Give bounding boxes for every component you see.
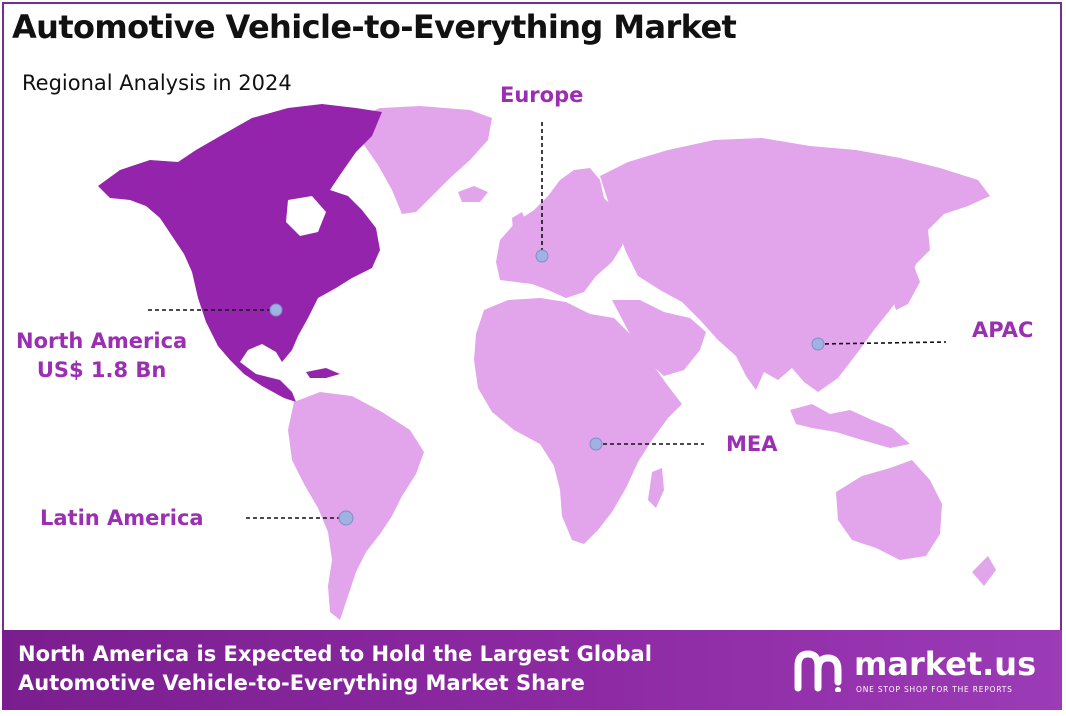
latin-america-marker (338, 510, 354, 526)
apac-leader-line (817, 341, 947, 345)
europe-marker (535, 249, 549, 263)
market-us-logo-icon (794, 650, 842, 693)
southeast-asia-islands-shape (790, 404, 910, 448)
mea-label: MEA (726, 432, 778, 456)
caribbean-shape (306, 368, 340, 378)
japan-shape (892, 266, 920, 310)
uk-shape (512, 212, 528, 244)
brand-logo: market.us ONE STOP SHOP FOR THE REPORTS (792, 645, 1042, 698)
brand-name: market.us (854, 645, 1037, 683)
asia-shape (600, 138, 990, 392)
iceland-shape (458, 186, 488, 202)
latin-america-label: Latin America (40, 506, 204, 530)
footer-banner: North America is Expected to Hold the La… (2, 630, 1062, 710)
europe-shape (496, 168, 630, 298)
new-zealand-shape (972, 556, 996, 586)
north-america-value: US$ 1.8 Bn (36, 358, 167, 382)
north-america-marker (269, 303, 283, 317)
north-america-label: North America US$ 1.8 Bn (16, 327, 187, 385)
apac-marker (811, 337, 825, 351)
apac-label: APAC (972, 318, 1034, 342)
north-america-name: North America (16, 329, 188, 353)
hudson-bay-shape (286, 196, 326, 236)
footer-text: North America is Expected to Hold the La… (18, 640, 652, 698)
europe-label: Europe (500, 83, 584, 107)
north-america-shape (98, 104, 382, 402)
greenland-shape (352, 106, 492, 214)
australia-shape (836, 460, 942, 560)
page-title: Automotive Vehicle-to-Everything Market (12, 8, 737, 46)
south-america-shape (288, 392, 424, 620)
africa-shape (474, 298, 682, 544)
page-subtitle: Regional Analysis in 2024 (22, 71, 292, 95)
madagascar-shape (648, 468, 664, 508)
mea-marker (589, 437, 603, 451)
middle-east-shape (612, 300, 706, 376)
footer-line-1: North America is Expected to Hold the La… (18, 642, 652, 666)
brand-tagline: ONE STOP SHOP FOR THE REPORTS (856, 685, 1013, 694)
footer-line-2: Automotive Vehicle-to-Everything Market … (18, 671, 585, 695)
